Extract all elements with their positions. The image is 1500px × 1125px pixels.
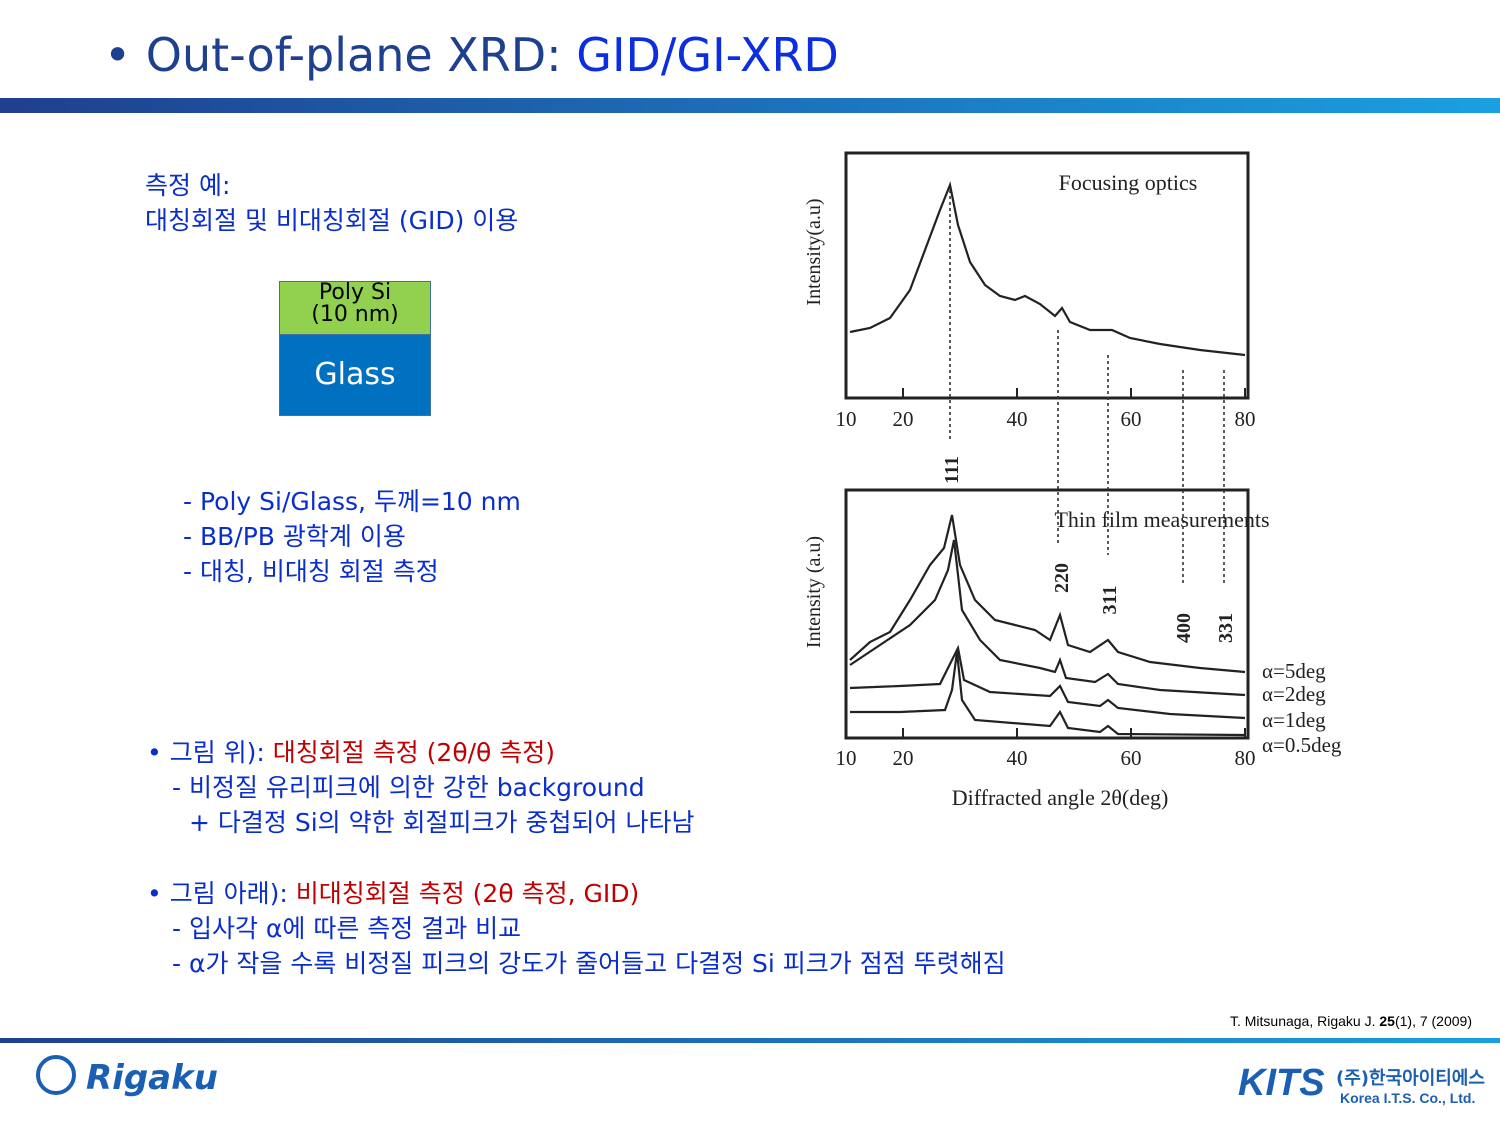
note: - Poly Si/Glass, 두께=10 nm xyxy=(183,487,521,516)
bullet-line: - α가 작을 수록 비정질 피크의 강도가 줄어들고 다결정 Si 피크가 점… xyxy=(172,949,1006,978)
x-tick-label: 40 xyxy=(1007,746,1028,770)
note: - 대칭, 비대칭 회절 측정 xyxy=(183,557,439,586)
y-label: Intensity(a.u) xyxy=(803,198,825,305)
bullet: • 그림 아래): 비대칭회절 측정 (2θ 측정, GID) - 입사각 α에… xyxy=(147,876,1006,981)
bullet-line: + 다결정 Si의 약한 회절피크가 중첩되어 나타남 xyxy=(189,808,695,837)
header-bar xyxy=(0,98,1500,113)
notes: - Poly Si/Glass, 두께=10 nm - BB/PB 광학계 이용… xyxy=(183,484,521,589)
x-tick-label: 10 xyxy=(836,407,857,431)
panel-title: Thin film measurements xyxy=(1054,507,1269,532)
example-line: 측정 예: xyxy=(145,171,231,200)
note: - BB/PB 광학계 이용 xyxy=(183,522,406,551)
citation-text: T. Mitsunaga, Rigaku J. xyxy=(1229,1013,1380,1029)
example-line: 대칭회절 및 비대칭회절 (GID) 이용 xyxy=(145,206,519,235)
x-tick-label: 20 xyxy=(893,746,914,770)
bottom-panel xyxy=(844,488,1250,740)
example: 측정 예: 대칭회절 및 비대칭회절 (GID) 이용 xyxy=(145,168,518,238)
title-text: Out-of-plane XRD: xyxy=(145,28,577,82)
x-tick-label: 80 xyxy=(1235,407,1256,431)
poly-si-layer: Poly Si (10 nm) xyxy=(279,281,431,335)
x-label: Diffracted angle 2θ(deg) xyxy=(952,785,1169,810)
glass-layer: Glass xyxy=(279,334,431,416)
x-tick-label: 60 xyxy=(1121,407,1142,431)
title-highlight: GID/GI-XRD xyxy=(576,28,839,82)
x-tick-label: 40 xyxy=(1007,407,1028,431)
top-panel xyxy=(844,151,1250,400)
peak-label: 220 xyxy=(1051,563,1073,593)
panel-title: Focusing optics xyxy=(1059,170,1198,195)
title: • Out-of-plane XRD: GID/GI-XRD xyxy=(104,28,839,82)
bullet-highlight: 대칭회절 측정 (2θ/θ 측정) xyxy=(272,738,556,767)
series-label: α=5deg xyxy=(1262,659,1326,683)
layer-label: Poly Si xyxy=(318,280,392,305)
bullet-highlight: 비대칭회절 측정 (2θ 측정, GID) xyxy=(295,879,640,908)
bullet-line: - 비정질 유리피크에 의한 강한 background xyxy=(172,773,645,802)
citation-text: (1), 7 (2009) xyxy=(1394,1013,1472,1029)
series-label: α=0.5deg xyxy=(1262,733,1342,757)
kits-logo: KITS xyxy=(1238,1062,1325,1104)
rigaku-logo: Rigaku xyxy=(86,1058,218,1098)
layer-label: (10 nm) xyxy=(311,302,399,327)
company-ko: (주)한국아이티에스 xyxy=(1336,1068,1485,1089)
citation: T. Mitsunaga, Rigaku J. 25(1), 7 (2009) xyxy=(1230,1013,1472,1029)
series-label: α=1deg xyxy=(1262,708,1326,732)
bullet: • 그림 위): 대칭회절 측정 (2θ/θ 측정) - 비정질 유리피크에 의… xyxy=(147,735,694,840)
citation-volume: 25 xyxy=(1379,1013,1395,1029)
x-tick-label: 60 xyxy=(1121,746,1142,770)
x-tick-label: 80 xyxy=(1235,746,1256,770)
bullet-line: - 입사각 α에 따른 측정 결과 비교 xyxy=(172,914,522,943)
curves xyxy=(849,181,1246,737)
peak-label: 400 xyxy=(1173,613,1195,643)
x-tick-label: 20 xyxy=(893,407,914,431)
peak-label: 111 xyxy=(941,456,963,484)
company-en: Korea I.T.S. Co., Ltd. xyxy=(1340,1090,1476,1106)
layer-label: Glass xyxy=(314,357,396,392)
peak-label: 331 xyxy=(1215,613,1237,643)
x-tick-label: 10 xyxy=(836,746,857,770)
series-label: α=2deg xyxy=(1262,682,1326,706)
footer-bar xyxy=(0,1038,1500,1043)
rigaku-icon xyxy=(36,1055,76,1095)
bullet-lead: 그림 아래): xyxy=(169,879,296,908)
bullet-lead: 그림 위): xyxy=(169,738,273,767)
y-label: Intensity (a.u) xyxy=(803,536,825,648)
peak-label: 311 xyxy=(1099,586,1121,615)
